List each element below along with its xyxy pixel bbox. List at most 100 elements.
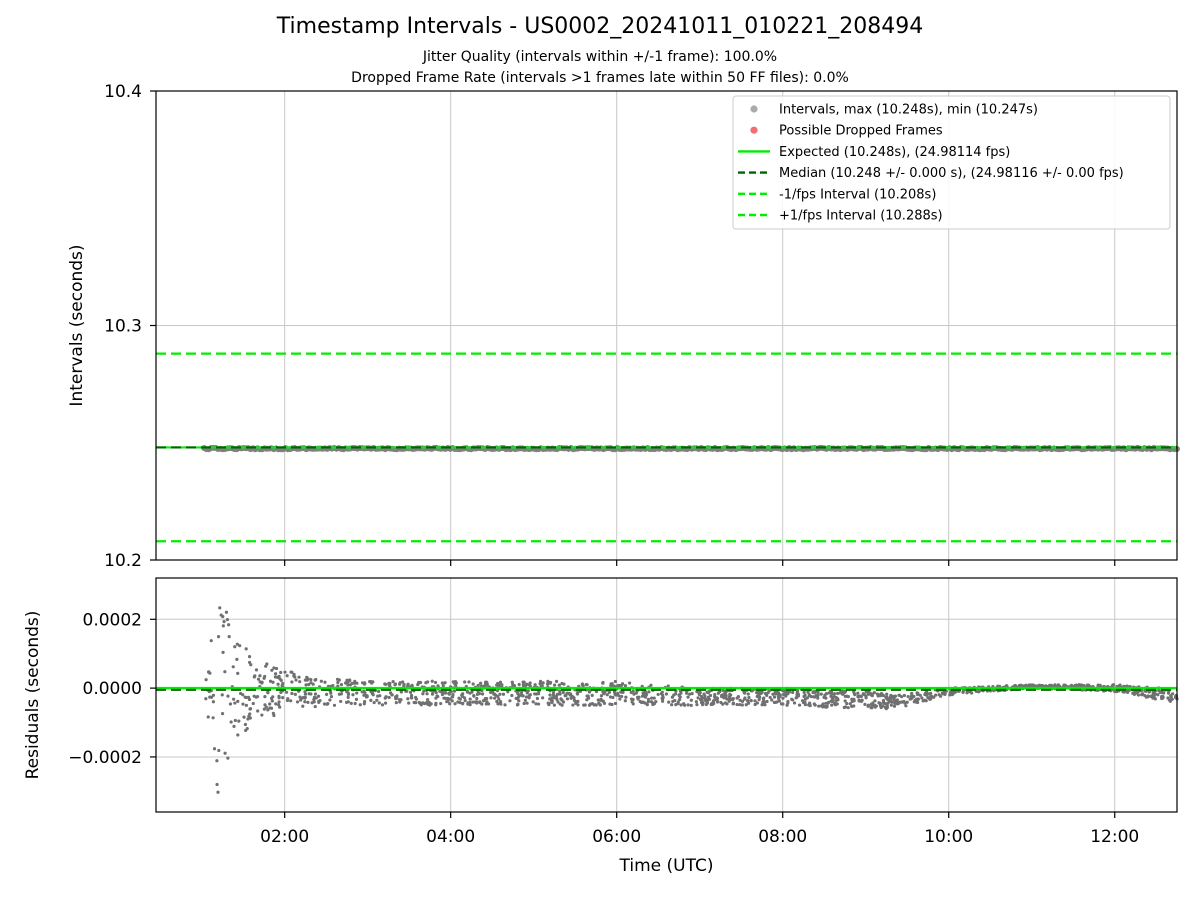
residual-point <box>667 700 671 704</box>
residual-point <box>916 697 920 701</box>
residual-point <box>335 677 340 681</box>
intervals-panel: 10.2 10.3 10.4 Intervals (seconds) Intervals… <box>67 82 1180 571</box>
residual-point <box>728 696 732 700</box>
residual-point <box>747 695 751 700</box>
residual-point <box>649 683 653 687</box>
residual-point <box>369 698 373 702</box>
residual-point <box>223 751 227 755</box>
residual-point <box>1073 683 1077 688</box>
residual-point <box>523 698 527 702</box>
x-tick-label: 06:00 <box>592 827 641 847</box>
residual-point <box>586 694 590 698</box>
residual-point <box>514 696 518 700</box>
residual-point <box>773 690 777 694</box>
residual-point <box>360 690 364 694</box>
residual-point <box>439 701 443 706</box>
residual-point <box>391 680 395 684</box>
residuals-y-axis-label: Residuals (seconds) <box>23 611 43 780</box>
residual-point <box>398 700 402 704</box>
residual-point <box>889 703 893 707</box>
residual-point <box>552 703 556 707</box>
residual-point <box>624 695 628 699</box>
residual-point <box>436 684 440 688</box>
residual-point <box>547 703 551 707</box>
x-tick-label: 04:00 <box>426 827 475 847</box>
residual-point <box>768 695 772 700</box>
residual-point <box>418 701 422 705</box>
residual-point <box>611 695 615 700</box>
residual-point <box>233 701 237 705</box>
residual-point <box>755 701 759 705</box>
residual-point <box>803 697 807 701</box>
residual-point <box>216 790 220 794</box>
residual-point <box>479 681 483 685</box>
residual-point <box>806 690 810 694</box>
residual-point <box>281 696 285 700</box>
residual-point <box>297 675 301 679</box>
residual-point <box>630 700 634 704</box>
residual-point <box>446 696 450 701</box>
residual-point <box>647 690 651 694</box>
residual-point <box>755 691 759 695</box>
residual-point <box>496 702 500 706</box>
x-axis-label: Time (UTC) <box>619 856 714 876</box>
residual-point <box>498 680 503 684</box>
residual-point <box>883 702 887 706</box>
residual-point <box>666 684 670 688</box>
residual-point <box>613 701 618 706</box>
residual-point <box>266 691 270 695</box>
residual-point <box>244 703 248 707</box>
residual-point <box>924 693 928 697</box>
residual-point <box>410 683 414 687</box>
residual-point <box>312 697 316 702</box>
residual-point <box>223 670 227 674</box>
residual-point <box>557 692 561 696</box>
residual-point <box>623 684 627 688</box>
residual-point <box>702 696 706 700</box>
residual-point <box>549 680 553 685</box>
residual-point <box>929 691 933 695</box>
residual-point <box>597 701 601 705</box>
residual-point <box>540 684 544 688</box>
residual-point <box>354 697 359 701</box>
residual-point <box>268 679 273 683</box>
y-tick-label: 10.2 <box>104 551 142 571</box>
residual-point <box>289 699 293 703</box>
residual-point <box>425 692 429 696</box>
residual-point <box>277 674 281 678</box>
residual-point <box>235 642 239 646</box>
legend-entry-label: Median (10.248 +/- 0.000 s), (24.98116 +… <box>779 166 1124 181</box>
residual-point <box>645 703 649 707</box>
residual-point <box>475 696 479 701</box>
residual-point <box>283 670 287 674</box>
residual-point <box>846 706 850 710</box>
residual-point <box>1062 683 1066 687</box>
residual-point <box>395 694 399 698</box>
residual-point <box>260 680 264 684</box>
residuals-series <box>204 606 1179 794</box>
residual-point <box>414 695 418 700</box>
residual-point <box>206 715 210 719</box>
residual-point <box>920 696 924 700</box>
residual-point <box>545 682 550 686</box>
residual-point <box>821 702 825 706</box>
residual-point <box>510 693 514 698</box>
residual-point <box>349 701 353 705</box>
residual-point <box>216 635 221 639</box>
residual-point <box>337 692 341 696</box>
residual-point <box>443 681 447 685</box>
residual-point <box>453 702 457 706</box>
residual-point <box>587 690 592 694</box>
residual-point <box>746 701 751 705</box>
residual-point <box>410 696 414 700</box>
residual-point <box>807 693 811 697</box>
residual-point <box>654 700 658 704</box>
residual-point <box>518 693 523 697</box>
residual-point <box>346 692 351 697</box>
residual-point <box>573 699 577 703</box>
residual-point <box>558 689 562 693</box>
residual-point <box>307 682 311 687</box>
residual-point <box>274 702 278 706</box>
residual-point <box>1144 695 1148 699</box>
residual-point <box>568 693 572 697</box>
